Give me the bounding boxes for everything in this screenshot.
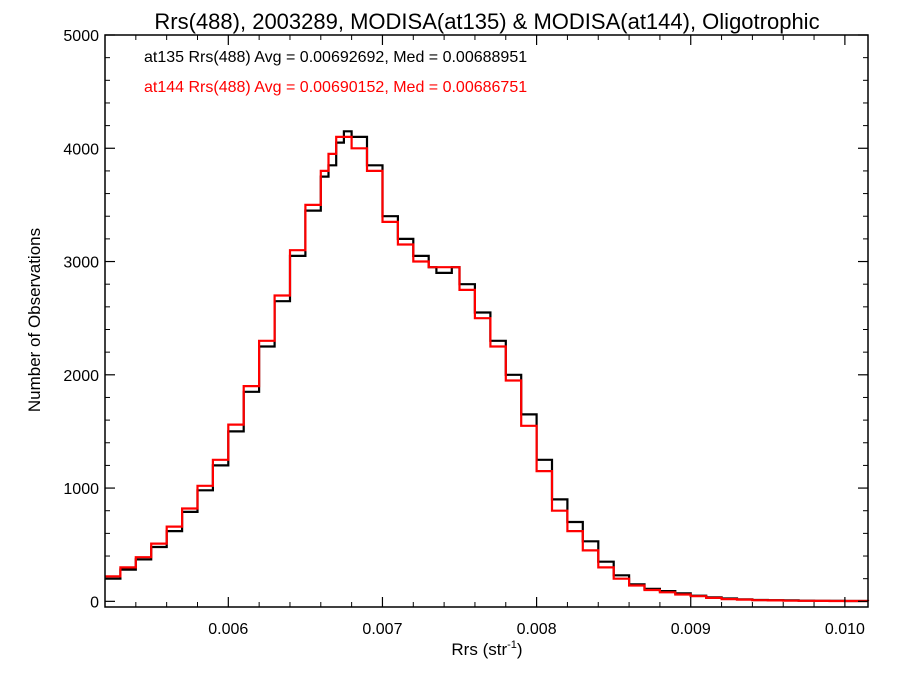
y-tick-label: 4000 xyxy=(63,141,99,158)
y-tick-label: 5000 xyxy=(63,28,99,45)
x-tick-label: 0.006 xyxy=(208,621,248,638)
ticks-layer: 0.006 0.007 0.008 0.009 0.010 0 1000 2000 3000 40… xyxy=(63,28,868,638)
annotation-at135: at135 Rrs(488) Avg = 0.00692692, Med = 0… xyxy=(144,49,527,66)
y-tick-label: 3000 xyxy=(63,255,99,272)
y-tick-label: 0 xyxy=(90,594,99,611)
x-tick-label: 0.007 xyxy=(362,621,402,638)
y-axis-label: Number of Observations xyxy=(25,228,44,412)
y-tick-label: 2000 xyxy=(63,368,99,385)
x-tick-label: 0.008 xyxy=(517,621,557,638)
series-layer xyxy=(105,130,870,603)
series-line-at144 xyxy=(105,135,870,603)
x-tick-label: 0.009 xyxy=(671,621,711,638)
annotation-at144: at144 Rrs(488) Avg = 0.00690152, Med = 0… xyxy=(144,79,527,96)
plot-frame xyxy=(104,34,869,608)
x-axis-label: Rrs (str-1) xyxy=(451,639,522,659)
chart-title: Rrs(488), 2003289, MODISA(at135) & MODIS… xyxy=(154,9,819,34)
y-tick-label: 1000 xyxy=(63,481,99,498)
x-tick-label: 0.010 xyxy=(825,621,865,638)
